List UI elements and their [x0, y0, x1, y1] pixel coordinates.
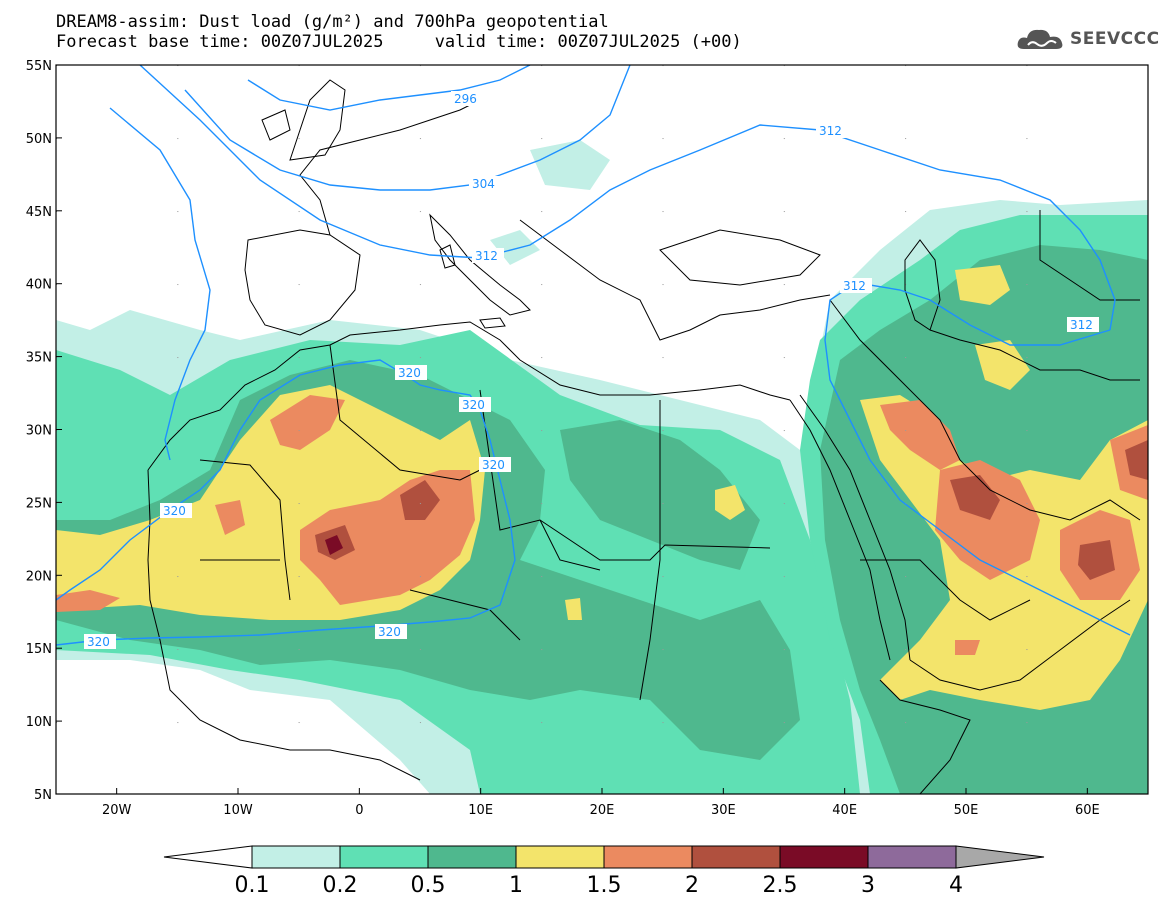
- lon-label: 20E: [590, 803, 615, 818]
- lat-label: 40N: [26, 278, 52, 293]
- lat-label: 25N: [26, 496, 52, 511]
- lon-label: 20W: [102, 803, 132, 818]
- svg-text:304: 304: [472, 177, 495, 191]
- forecast-time-line: Forecast base time: 00Z07JUL2025 valid t…: [56, 32, 742, 52]
- colorbar-swatch: [603, 845, 693, 869]
- colorbar-label: 3: [861, 873, 875, 898]
- contour-label-304: 304: [469, 176, 501, 191]
- coastlines: [147, 79, 1141, 794]
- lon-label: 10E: [468, 803, 493, 818]
- longitude-axis: 20W 10W 0 10E 20E 30E 40E 50E 60E: [102, 788, 1100, 818]
- contour-label-320-mauritania: 320: [160, 503, 192, 518]
- svg-text:320: 320: [87, 635, 110, 649]
- lat-label: 55N: [26, 59, 52, 74]
- colorbar-label: 0.2: [323, 873, 358, 898]
- colorbar-label: 4: [949, 873, 963, 898]
- contour-label-320-niger: 320: [375, 624, 407, 639]
- svg-text:320: 320: [482, 458, 505, 472]
- contour-label-312-italy: 312: [472, 248, 504, 263]
- colorbar-swatch: [251, 845, 341, 869]
- svg-text:296: 296: [454, 92, 477, 106]
- seevccc-logo: SEEVCCC: [1016, 24, 1160, 54]
- lon-label: 50E: [954, 803, 979, 818]
- contour-label-320-algeria: 320: [395, 365, 427, 380]
- lat-label: 10N: [26, 715, 52, 730]
- logo-text: SEEVCCC: [1070, 29, 1160, 49]
- cloud-logo-icon: [1017, 29, 1063, 49]
- colorbar-swatch: [427, 845, 517, 869]
- svg-text:320: 320: [462, 398, 485, 412]
- lon-label: 10W: [223, 803, 253, 818]
- contour-label-296: 296: [451, 91, 483, 106]
- colorbar-swatch: [691, 845, 781, 869]
- lat-label: 35N: [26, 351, 52, 366]
- colorbar-label: 1.5: [587, 873, 622, 898]
- lon-label: 30E: [711, 803, 736, 818]
- svg-text:312: 312: [1070, 318, 1093, 332]
- svg-text:320: 320: [163, 504, 186, 518]
- contour-label-312-iran: 312: [1067, 317, 1099, 332]
- lon-label: 0: [355, 803, 363, 818]
- svg-text:312: 312: [819, 124, 842, 138]
- lat-label: 45N: [26, 205, 52, 220]
- lat-label: 20N: [26, 569, 52, 584]
- map-title: DREAM8-assim: Dust load (g/m²) and 700hP…: [56, 12, 609, 32]
- colorbar-swatch: [339, 845, 429, 869]
- colorbar-label: 0.5: [411, 873, 446, 898]
- colorbar-label: 2: [685, 873, 699, 898]
- colorbar-swatch: [515, 845, 605, 869]
- contour-label-320-tunisia: 320: [459, 397, 491, 412]
- lat-label: 30N: [26, 424, 52, 439]
- contour-label-320-senegal: 320: [84, 634, 116, 649]
- colorbar-label: 0.1: [235, 873, 270, 898]
- contour-label-312-russia: 312: [816, 123, 848, 138]
- geopotential-contours: [56, 65, 1131, 646]
- svg-text:312: 312: [475, 249, 498, 263]
- svg-text:312: 312: [843, 279, 866, 293]
- lat-label: 50N: [26, 132, 52, 147]
- colorbar-swatch: [779, 845, 869, 869]
- svg-text:320: 320: [398, 366, 421, 380]
- colorbar-over-triangle: [955, 845, 1045, 869]
- lon-label: 60E: [1075, 803, 1100, 818]
- colorbar-label: 1: [509, 873, 523, 898]
- lon-label: 40E: [832, 803, 857, 818]
- contour-labels: 296 304 312 312 312 312 320 320: [84, 91, 1099, 649]
- colorbar-label: 2.5: [763, 873, 798, 898]
- colorbar-under-triangle: [163, 845, 253, 869]
- lat-label: 5N: [34, 788, 52, 803]
- lat-label: 15N: [26, 642, 52, 657]
- colorbar: 0.1 0.2 0.5 1 1.5 2 2.5 3 4: [163, 845, 1045, 898]
- colorbar-swatch: [867, 845, 957, 869]
- contour-label-312-turkey: 312: [840, 278, 872, 293]
- latitude-axis: 55N 50N 45N 40N 35N 30N 25N 20N 15N 10N 5N: [26, 59, 62, 803]
- dust-field: [56, 65, 1148, 794]
- contour-label-320-libya: 320: [479, 457, 511, 472]
- svg-text:320: 320: [378, 625, 401, 639]
